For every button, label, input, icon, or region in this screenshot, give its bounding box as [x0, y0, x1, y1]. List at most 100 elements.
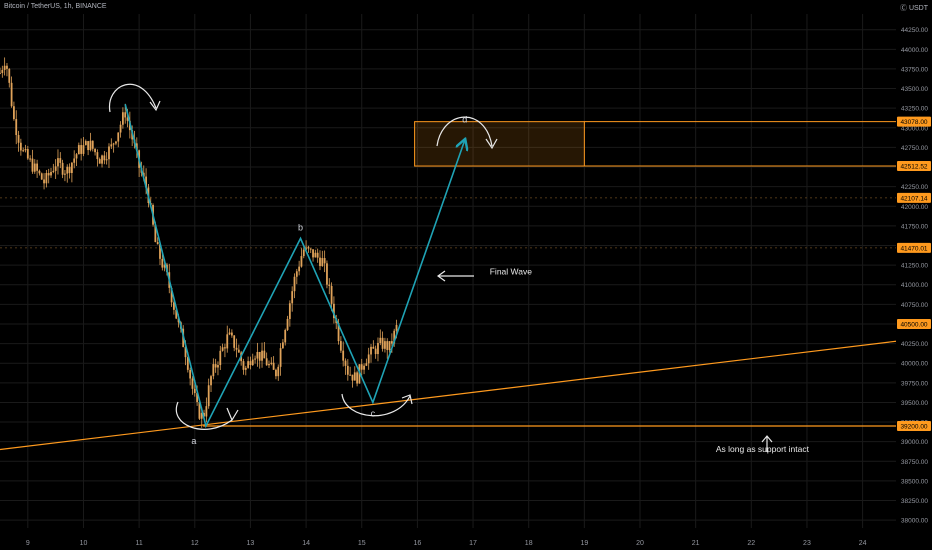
candle-body: [87, 141, 90, 151]
candle-body: [349, 374, 352, 376]
y-tick-label: 41000.00: [901, 282, 928, 289]
price-label-box: [897, 161, 931, 172]
ascending-trendline: [0, 340, 897, 451]
candle-body: [230, 332, 233, 336]
candle-body: [281, 342, 284, 349]
annotation-text: As long as support intact: [716, 444, 810, 454]
candle-body: [173, 302, 175, 310]
x-tick-label: 24: [859, 540, 867, 547]
candle-body: [265, 358, 268, 366]
candle-body: [66, 166, 69, 174]
candle-body: [19, 142, 22, 151]
price-label-box: [897, 420, 931, 431]
candle-body: [119, 124, 122, 133]
candle-body: [302, 249, 305, 257]
candle-body: [15, 119, 18, 136]
x-tick-label: 11: [135, 540, 142, 547]
candle-body: [395, 325, 398, 331]
currency-label: Ⓒ USDT: [900, 3, 928, 13]
candle-body: [217, 365, 219, 368]
y-tick-label: 40000.00: [901, 361, 928, 368]
candle-body: [103, 155, 106, 161]
candle-body: [372, 346, 375, 349]
candle-body: [115, 141, 117, 144]
candle-body: [110, 144, 113, 147]
candle-body: [22, 150, 25, 152]
candle-body: [145, 176, 147, 188]
y-tick-label: 43750.00: [901, 66, 928, 73]
candle-body: [370, 346, 372, 355]
candle-body: [268, 363, 270, 366]
candle-body: [360, 364, 363, 370]
candle-body: [191, 378, 194, 389]
candle-body: [54, 166, 57, 171]
candle-body: [377, 342, 379, 355]
candle-body: [249, 361, 252, 366]
candle-body: [50, 171, 52, 176]
candle-body: [33, 163, 36, 172]
candle-body: [251, 359, 254, 366]
candle-body: [379, 337, 382, 343]
y-tick-label: 40250.00: [901, 341, 928, 348]
candle-body: [135, 143, 138, 151]
candle-body: [386, 341, 389, 350]
candle-body: [121, 112, 124, 125]
candle-body: [224, 347, 226, 349]
candle-body: [233, 335, 236, 348]
candle-body: [293, 276, 296, 292]
currency-icon: Ⓒ: [899, 5, 907, 12]
wave-label-c: c: [371, 408, 376, 418]
candle-body: [339, 341, 342, 351]
y-tick-label: 42750.00: [901, 145, 928, 152]
candle-body: [13, 106, 15, 120]
candle-body: [98, 159, 101, 164]
price-axis[interactable]: 38000.00 38250.00 38500.00 38750.00 39000.00…: [897, 27, 931, 525]
candle-body: [374, 348, 377, 355]
price-label-box: [897, 242, 931, 253]
candle-body: [309, 248, 312, 250]
candle-body: [45, 173, 48, 184]
wave-path: [124, 104, 464, 429]
price-label: 42512.52: [900, 164, 927, 171]
candle-body: [43, 179, 45, 184]
symbol-title[interactable]: Bitcoin / TetherUS, 1h, BINANCE: [4, 3, 107, 10]
candle-body: [70, 162, 73, 174]
candle-body: [3, 65, 6, 70]
candle-body: [36, 163, 39, 171]
candle-body: [203, 413, 205, 417]
candle-body: [363, 365, 365, 370]
candle-body: [235, 347, 238, 350]
candle-body: [214, 364, 217, 368]
x-tick-label: 21: [692, 540, 700, 547]
candle-body: [26, 149, 29, 159]
price-label-box: [897, 116, 931, 127]
candle-body: [314, 252, 317, 258]
time-axis[interactable]: 9 10 11 12 13 14 15 16 17 18 19 20 21 22 23 24: [26, 540, 867, 547]
y-tick-label: 44000.00: [901, 47, 928, 54]
candle-body: [1, 69, 4, 73]
y-tick-label: 43500.00: [901, 86, 928, 93]
candle-body: [57, 158, 59, 167]
left-arrow-head-icon: [436, 270, 446, 282]
candle-body: [279, 348, 282, 367]
candle-body: [316, 252, 319, 258]
candle-body: [346, 365, 349, 375]
candle-body: [323, 258, 326, 264]
candle-body: [312, 249, 314, 258]
x-tick-label: 12: [191, 540, 199, 547]
candle-body: [156, 242, 159, 245]
candle-body: [64, 173, 66, 175]
x-tick-label: 22: [747, 540, 755, 547]
candle-body: [59, 158, 62, 163]
candle-body: [300, 256, 303, 267]
candle-body: [6, 65, 8, 69]
candle-body: [84, 141, 87, 146]
candle-body: [105, 159, 108, 161]
candle-body: [154, 224, 157, 243]
x-tick-label: 10: [80, 540, 88, 547]
candle-body: [330, 285, 333, 304]
candle-body: [393, 330, 396, 344]
candle-body: [321, 258, 324, 267]
candle-body: [326, 263, 328, 285]
